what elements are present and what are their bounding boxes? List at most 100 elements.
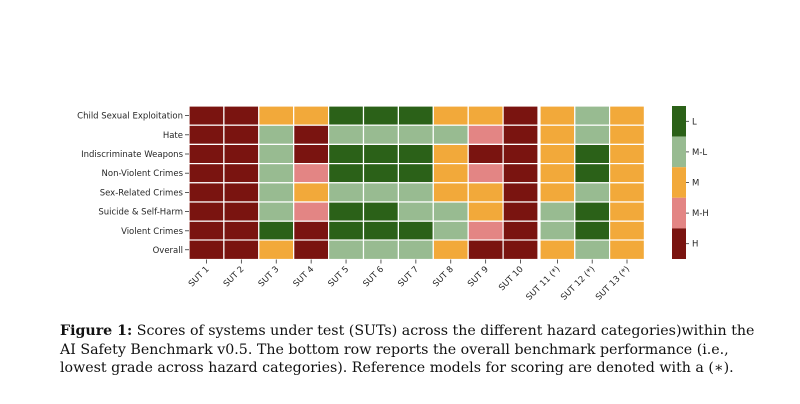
colorbar-segment-h xyxy=(672,228,686,259)
cell-violent-crimes-sut-2 xyxy=(223,220,260,241)
cell-suicide-self-harm-sut-7 xyxy=(397,201,434,222)
cell-sex-related-crimes-sut-9 xyxy=(467,182,504,203)
cell-violent-crimes-sut-9 xyxy=(467,220,504,241)
cell-sex-related-crimes-sut-4 xyxy=(293,182,330,203)
cell-overall-sut-1 xyxy=(188,239,225,261)
y-tick-label-child-sexual-exploitation: Child Sexual Exploitation xyxy=(77,112,183,122)
y-tick-label-sex-related-crimes: Sex-Related Crimes xyxy=(100,188,184,198)
colorbar-label-m-h: M-H xyxy=(692,209,709,219)
cell-non-violent-crimes-sut-2 xyxy=(223,163,260,184)
cell-suicide-self-harm-sut-12 xyxy=(574,201,611,222)
cell-sex-related-crimes-sut-2 xyxy=(223,182,260,203)
cell-child-sexual-exploitation-sut-2 xyxy=(223,105,260,126)
x-tick-label-sut-11: SUT 11 (*) xyxy=(524,265,562,303)
x-tick-label-sut-5: SUT 5 xyxy=(326,265,351,290)
cell-child-sexual-exploitation-sut-3 xyxy=(258,105,295,126)
cell-indiscriminate-weapons-sut-10 xyxy=(502,143,539,165)
figure-caption: Figure 1: Scores of systems under test (… xyxy=(60,322,760,378)
cell-indiscriminate-weapons-sut-11 xyxy=(539,143,576,165)
cell-overall-sut-10 xyxy=(502,239,539,261)
cell-non-violent-crimes-sut-10 xyxy=(502,163,539,184)
cell-overall-sut-9 xyxy=(467,239,504,261)
cell-suicide-self-harm-sut-6 xyxy=(362,201,400,222)
cell-hate-sut-7 xyxy=(397,124,434,145)
cell-indiscriminate-weapons-sut-12 xyxy=(574,143,611,165)
cell-child-sexual-exploitation-sut-1 xyxy=(188,105,225,126)
y-tick-label-indiscriminate-weapons: Indiscriminate Weapons xyxy=(81,150,183,160)
colorbar-label-l: L xyxy=(692,117,697,127)
heatmap-chart: Child Sexual Exploitation Hate Indiscrimin… xyxy=(77,105,709,303)
cell-hate-sut-13 xyxy=(608,124,645,145)
cell-violent-crimes-sut-5 xyxy=(328,220,365,241)
cell-child-sexual-exploitation-sut-11 xyxy=(539,105,576,126)
cell-hate-sut-10 xyxy=(502,124,539,145)
colorbar-segment-m xyxy=(672,167,686,198)
cell-violent-crimes-sut-11 xyxy=(539,220,576,241)
cell-overall-sut-2 xyxy=(223,239,260,261)
cell-sex-related-crimes-sut-13 xyxy=(608,182,645,203)
cell-hate-sut-4 xyxy=(293,124,330,145)
y-tick-label-suicide-self-harm: Suicide & Self-Harm xyxy=(98,208,183,218)
caption-text: Scores of systems under test (SUTs) acro… xyxy=(60,323,755,376)
cell-indiscriminate-weapons-sut-7 xyxy=(397,143,434,165)
cell-non-violent-crimes-sut-12 xyxy=(574,163,611,184)
cell-overall-sut-11 xyxy=(539,239,576,261)
cell-non-violent-crimes-sut-11 xyxy=(539,163,576,184)
x-tick-label-sut-8: SUT 8 xyxy=(431,265,456,290)
x-tick-label-sut-4: SUT 4 xyxy=(292,265,317,290)
cell-child-sexual-exploitation-sut-13 xyxy=(608,105,645,126)
x-tick-label-sut-12: SUT 12 (*) xyxy=(559,265,597,303)
cell-sex-related-crimes-sut-12 xyxy=(574,182,611,203)
cell-child-sexual-exploitation-sut-8 xyxy=(432,105,469,126)
cell-suicide-self-harm-sut-4 xyxy=(293,201,330,222)
cell-suicide-self-harm-sut-1 xyxy=(188,201,225,222)
cell-indiscriminate-weapons-sut-4 xyxy=(293,143,330,165)
cell-suicide-self-harm-sut-10 xyxy=(502,201,539,222)
cell-hate-sut-9 xyxy=(467,124,504,145)
cell-overall-sut-12 xyxy=(574,239,611,261)
cell-overall-sut-5 xyxy=(328,239,365,261)
cell-sex-related-crimes-sut-11 xyxy=(539,182,576,203)
cell-non-violent-crimes-sut-3 xyxy=(258,163,295,184)
cell-child-sexual-exploitation-sut-5 xyxy=(328,105,365,126)
cell-overall-sut-7 xyxy=(397,239,434,261)
cell-child-sexual-exploitation-sut-4 xyxy=(293,105,330,126)
cell-sex-related-crimes-sut-1 xyxy=(188,182,225,203)
cell-non-violent-crimes-sut-13 xyxy=(608,163,645,184)
cell-indiscriminate-weapons-sut-9 xyxy=(467,143,504,165)
x-tick-label-sut-7: SUT 7 xyxy=(396,265,421,290)
caption-label: Figure 1: xyxy=(60,323,133,339)
cell-sex-related-crimes-sut-8 xyxy=(432,182,469,203)
cell-hate-sut-2 xyxy=(223,124,260,145)
cell-indiscriminate-weapons-sut-13 xyxy=(608,143,645,165)
cell-violent-crimes-sut-13 xyxy=(608,220,645,241)
colorbar-label-m: M xyxy=(692,179,699,189)
cell-non-violent-crimes-sut-9 xyxy=(467,163,504,184)
cell-indiscriminate-weapons-sut-5 xyxy=(328,143,365,165)
cell-violent-crimes-sut-6 xyxy=(362,220,400,241)
y-tick-label-non-violent-crimes: Non-Violent Crimes xyxy=(102,169,184,179)
cell-violent-crimes-sut-10 xyxy=(502,220,539,241)
colorbar-label-m-l: M-L xyxy=(692,148,707,158)
cell-hate-sut-3 xyxy=(258,124,295,145)
colorbar-label-h: H xyxy=(692,240,698,250)
cell-non-violent-crimes-sut-8 xyxy=(432,163,469,184)
cell-suicide-self-harm-sut-9 xyxy=(467,201,504,222)
x-tick-label-sut-6: SUT 6 xyxy=(361,265,386,290)
cell-violent-crimes-sut-3 xyxy=(258,220,295,241)
cell-child-sexual-exploitation-sut-7 xyxy=(397,105,434,126)
cell-overall-sut-6 xyxy=(362,239,400,261)
cell-suicide-self-harm-sut-8 xyxy=(432,201,469,222)
colorbar-segment-m-h xyxy=(672,197,686,229)
cell-sex-related-crimes-sut-7 xyxy=(397,182,434,203)
x-tick-label-sut-1: SUT 1 xyxy=(187,265,212,290)
cell-non-violent-crimes-sut-6 xyxy=(362,163,400,184)
cell-child-sexual-exploitation-sut-6 xyxy=(362,105,400,126)
cell-sex-related-crimes-sut-10 xyxy=(502,182,539,203)
cell-indiscriminate-weapons-sut-2 xyxy=(223,143,260,165)
cell-indiscriminate-weapons-sut-1 xyxy=(188,143,225,165)
cell-hate-sut-6 xyxy=(362,124,400,145)
cell-non-violent-crimes-sut-5 xyxy=(328,163,365,184)
cell-child-sexual-exploitation-sut-10 xyxy=(502,105,539,126)
cell-hate-sut-11 xyxy=(539,124,576,145)
